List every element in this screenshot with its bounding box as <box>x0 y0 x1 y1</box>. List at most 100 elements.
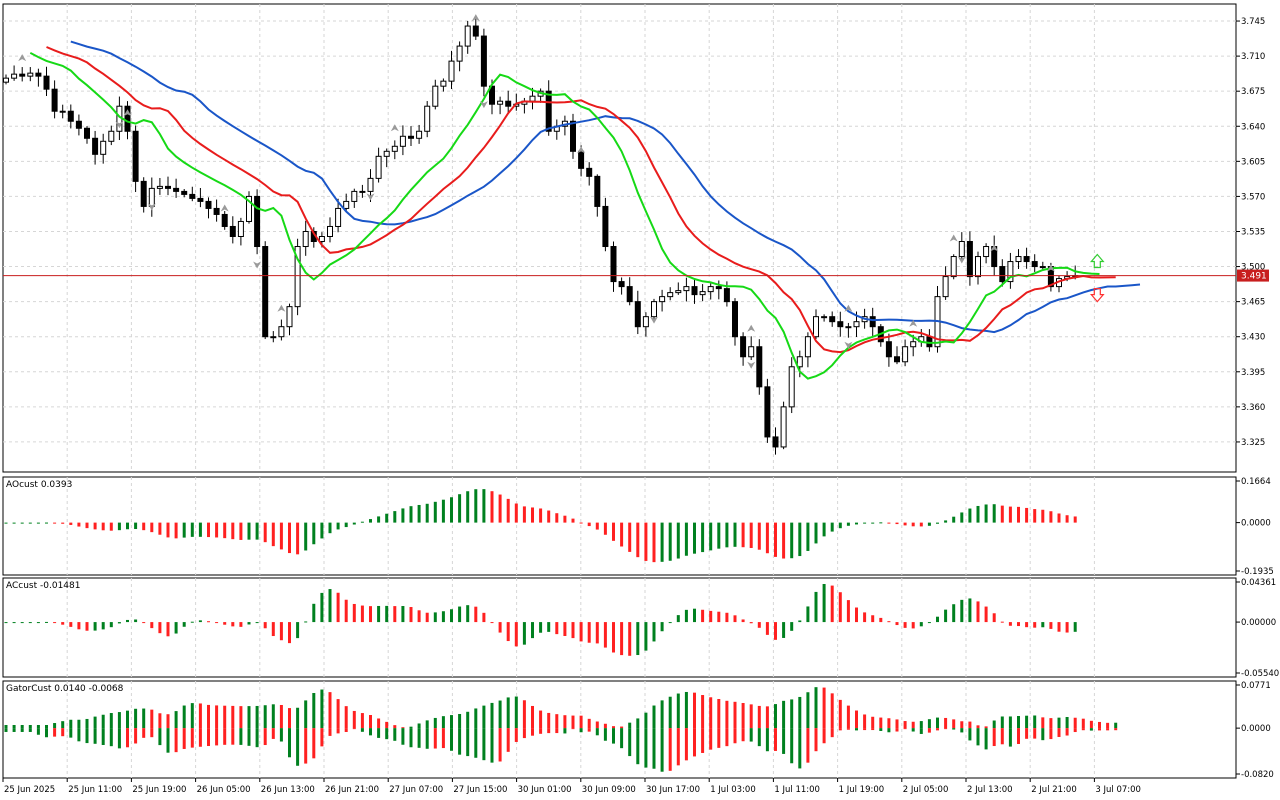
candle-bear[interactable] <box>626 286 633 303</box>
candle-bull[interactable] <box>416 130 423 139</box>
ao-bar[interactable] <box>490 491 494 523</box>
candle-bear[interactable] <box>966 241 973 278</box>
gator-lower-bar[interactable] <box>134 728 138 744</box>
gator-upper-bar[interactable] <box>1008 716 1012 729</box>
gator-lower-bar[interactable] <box>498 728 502 762</box>
ao-bar[interactable] <box>571 518 575 523</box>
ao-bar[interactable] <box>393 511 397 523</box>
ao-bar[interactable] <box>466 491 470 523</box>
gator-upper-bar[interactable] <box>1025 715 1029 729</box>
gator-lower-bar[interactable] <box>774 728 777 751</box>
candle-bull[interactable] <box>156 185 163 189</box>
ao-bar[interactable] <box>320 522 324 539</box>
ao-bar[interactable] <box>279 522 283 550</box>
gator-lower-bar[interactable] <box>231 728 235 745</box>
ao-bar[interactable] <box>830 522 834 532</box>
ac-bar[interactable] <box>668 622 672 624</box>
ac-bar[interactable] <box>466 605 470 623</box>
ao-bar[interactable] <box>733 522 737 547</box>
gator-lower-bar[interactable] <box>1000 728 1004 745</box>
ao-bar[interactable] <box>887 522 891 524</box>
gator-upper-bar[interactable] <box>984 726 988 729</box>
gator-upper-bar[interactable] <box>1065 717 1069 729</box>
ao-bar[interactable] <box>749 522 753 548</box>
candle-bull[interactable] <box>642 316 649 328</box>
ao-bar[interactable] <box>142 522 146 531</box>
gator-lower-bar[interactable] <box>61 728 65 737</box>
gator-lower-bar[interactable] <box>441 728 445 749</box>
ao-bar[interactable] <box>806 522 810 551</box>
ac-bar[interactable] <box>628 622 632 656</box>
ao-bar[interactable] <box>944 520 948 523</box>
gator-upper-bar[interactable] <box>247 706 251 729</box>
ao-bar[interactable] <box>223 522 227 539</box>
ac-bar[interactable] <box>441 611 445 623</box>
ao-bar[interactable] <box>190 522 194 537</box>
ao-bar[interactable] <box>69 522 73 525</box>
gator-lower-bar[interactable] <box>182 728 186 749</box>
gator-upper-bar[interactable] <box>733 701 737 729</box>
ac-bar[interactable] <box>247 622 251 625</box>
gator-lower-bar[interactable] <box>612 728 615 744</box>
ac-bar[interactable] <box>158 622 162 634</box>
candle-bear[interactable] <box>1023 256 1030 263</box>
gator-upper-bar[interactable] <box>741 702 745 729</box>
ao-bar[interactable] <box>336 522 340 530</box>
ao-bar[interactable] <box>450 497 453 523</box>
gator-upper-bar[interactable] <box>4 724 8 729</box>
candle-bull[interactable] <box>845 326 852 329</box>
gator-upper-bar[interactable] <box>725 700 729 729</box>
gator-lower-bar[interactable] <box>1106 728 1110 731</box>
gator-lower-bar[interactable] <box>198 728 202 747</box>
gator-lower-bar[interactable] <box>595 728 599 736</box>
candle-bear[interactable] <box>472 25 479 37</box>
candle-bull[interactable] <box>813 316 819 338</box>
gator-lower-bar[interactable] <box>1114 728 1118 731</box>
candle-bear[interactable] <box>634 301 641 328</box>
candle-bear[interactable] <box>197 197 204 202</box>
ao-bar[interactable] <box>846 522 850 526</box>
gator-lower-bar[interactable] <box>4 728 8 732</box>
candle-bear[interactable] <box>764 386 771 438</box>
ao-bar[interactable] <box>1065 515 1069 523</box>
ao-bar[interactable] <box>879 522 883 524</box>
candle-bull[interactable] <box>359 190 366 193</box>
gator-lower-bar[interactable] <box>693 728 696 757</box>
gator-upper-bar[interactable] <box>644 712 648 729</box>
ac-bar[interactable] <box>636 622 640 656</box>
gator-lower-bar[interactable] <box>846 728 850 730</box>
gator-upper-bar[interactable] <box>774 704 777 729</box>
candle-bull[interactable] <box>294 246 301 308</box>
gator-lower-bar[interactable] <box>1057 728 1061 737</box>
ac-bar[interactable] <box>660 622 664 632</box>
gator-lower-bar[interactable] <box>514 728 518 742</box>
gator-lower-bar[interactable] <box>142 728 146 738</box>
ao-bar[interactable] <box>101 522 105 531</box>
gator-upper-bar[interactable] <box>109 713 113 729</box>
ac-bar[interactable] <box>490 622 494 624</box>
gator-upper-bar[interactable] <box>409 726 413 729</box>
gator-upper-bar[interactable] <box>474 708 478 729</box>
gator-upper-bar[interactable] <box>401 727 405 729</box>
ao-bar[interactable] <box>53 522 57 524</box>
ao-bar[interactable] <box>12 522 16 524</box>
candle-bull[interactable] <box>902 346 909 363</box>
candle-bull[interactable] <box>780 406 787 448</box>
gator-lower-bar[interactable] <box>652 728 656 769</box>
candle-bear[interactable] <box>67 110 74 122</box>
gator-lower-bar[interactable] <box>838 728 842 731</box>
gator-upper-bar[interactable] <box>117 712 121 729</box>
candle-bear[interactable] <box>723 288 730 303</box>
gator-lower-bar[interactable] <box>369 728 372 736</box>
gator-upper-bar[interactable] <box>174 711 178 729</box>
ac-bar[interactable] <box>61 622 65 625</box>
ao-bar[interactable] <box>288 522 291 554</box>
ac-bar[interactable] <box>166 622 170 637</box>
ac-bar[interactable] <box>514 622 518 647</box>
gator-lower-bar[interactable] <box>393 728 397 741</box>
ao-bar[interactable] <box>441 499 445 523</box>
gator-upper-bar[interactable] <box>93 716 97 729</box>
ao-bar[interactable] <box>603 522 607 535</box>
gator-upper-bar[interactable] <box>77 719 81 729</box>
ac-bar[interactable] <box>53 622 57 624</box>
